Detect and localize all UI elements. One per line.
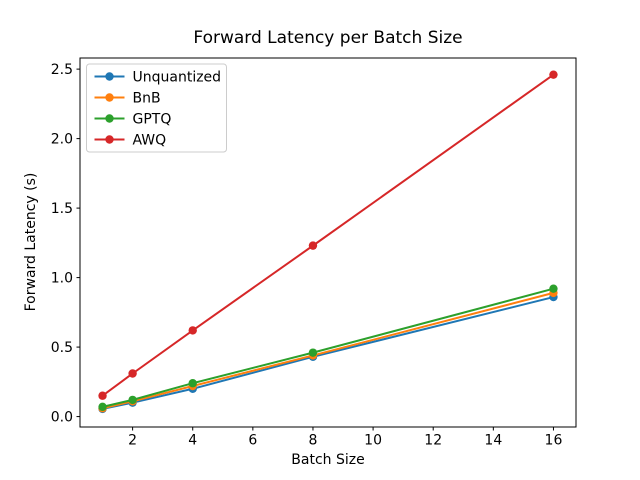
legend-box xyxy=(86,63,227,153)
legend-label-awq: AWQ xyxy=(133,133,167,149)
x-tick-label: 10 xyxy=(364,433,382,449)
series-marker-awq xyxy=(98,391,107,400)
series-marker-awq xyxy=(188,326,197,335)
legend-marker-unquantized xyxy=(105,72,114,81)
series-marker-awq xyxy=(308,241,318,250)
legend-label-bnb: BnB xyxy=(133,91,161,107)
series-marker-gptq xyxy=(98,402,107,412)
x-tick-label: 4 xyxy=(188,433,197,449)
series-marker-awq xyxy=(549,70,558,79)
axes-frame xyxy=(79,57,577,428)
legend-marker-gptq xyxy=(105,114,114,123)
series-marker-gptq xyxy=(549,284,558,293)
series-marker-gptq xyxy=(128,395,137,405)
y-tick-label: 1.0 xyxy=(51,271,73,287)
series-line-bnb xyxy=(101,291,555,410)
y-tick-label: 0.0 xyxy=(51,410,73,426)
chart-title: Forward Latency per Batch Size xyxy=(193,28,463,48)
x-tick-label: 8 xyxy=(309,433,318,449)
series-marker-gptq xyxy=(188,379,197,388)
legend-marker-awq xyxy=(105,135,114,144)
y-tick-label: 0.5 xyxy=(51,340,73,356)
series-marker-awq xyxy=(128,369,137,378)
x-tick-label: 16 xyxy=(545,433,563,449)
x-tick-label: 14 xyxy=(484,433,502,449)
series-marker-gptq xyxy=(308,348,318,357)
x-tick-label: 6 xyxy=(248,433,257,449)
x-axis-label: Batch Size xyxy=(291,452,365,468)
legend-label-gptq: GPTQ xyxy=(133,112,172,128)
legend-label-unquantized: Unquantized xyxy=(133,70,222,86)
x-tick-label: 12 xyxy=(424,433,442,449)
y-tick-label: 1.5 xyxy=(51,201,73,217)
y-tick-label: 2.5 xyxy=(51,62,73,78)
y-tick-label: 2.0 xyxy=(51,132,73,148)
legend-marker-bnb xyxy=(105,93,114,102)
x-tick-label: 2 xyxy=(128,433,137,449)
